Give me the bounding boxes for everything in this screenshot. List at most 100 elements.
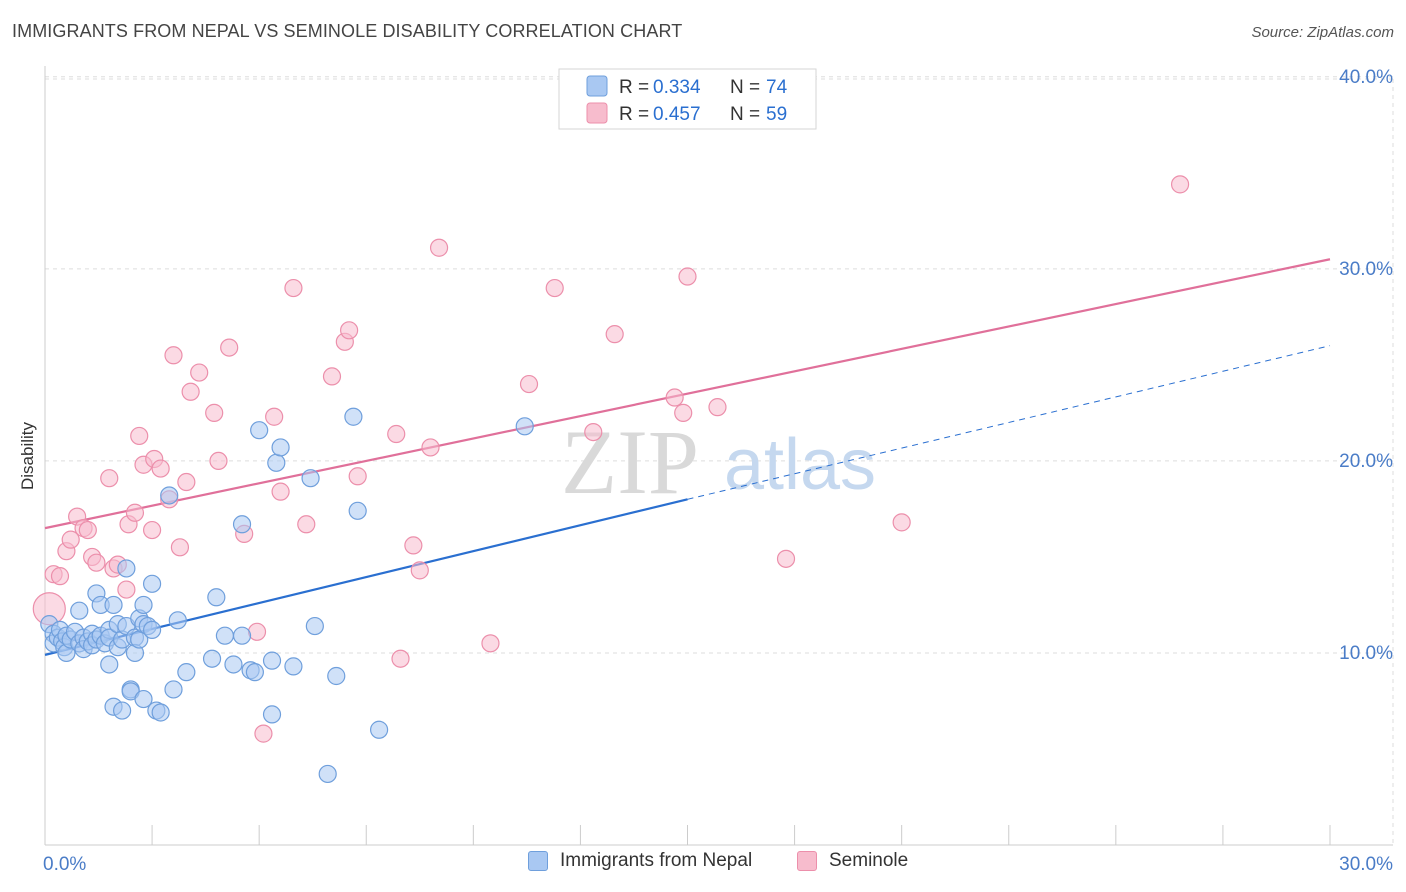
nepal-point [224, 655, 243, 674]
watermark: ZIP atlas [561, 411, 876, 513]
nepal-point [104, 595, 123, 615]
seminole-point [348, 467, 367, 486]
nepal-point [267, 453, 286, 472]
seminole-point [481, 634, 500, 653]
seminole-point [181, 382, 200, 401]
nepal-point [70, 601, 89, 620]
seminole-point [674, 403, 693, 422]
nepal-point [207, 588, 226, 607]
nepal-point [164, 680, 183, 699]
nepal-point [202, 649, 222, 668]
seminole-point [410, 561, 429, 580]
legend-nepal-swatch [586, 75, 608, 97]
seminole-point [776, 549, 796, 568]
nepal-point [515, 417, 534, 436]
nepal-trend-extension [687, 345, 1331, 500]
nepal-point [151, 703, 170, 722]
seminole-point [190, 363, 209, 382]
legend-seminole-r-label: R = [619, 104, 649, 125]
seminole-point [61, 530, 80, 549]
seminole-point [340, 321, 359, 340]
nepal-point [112, 701, 132, 720]
bottom-legend-nepal: Immigrants from Nepal [528, 850, 752, 872]
nepal-point [100, 655, 119, 674]
nepal-point [160, 486, 179, 505]
seminole-point [391, 649, 410, 668]
nepal-point [262, 651, 282, 670]
seminole-point [584, 422, 603, 442]
tick-labels: 10.0% 20.0% 30.0% 40.0% 0.0% 30.0% [43, 67, 1393, 875]
grid-lines [45, 76, 1394, 845]
bottom-legend-nepal-label: Immigrants from Nepal [560, 850, 753, 871]
seminole-point [665, 388, 684, 407]
seminole-point [205, 403, 224, 422]
nepal-swatch [528, 851, 548, 871]
watermark-atlas: atlas [724, 425, 876, 505]
seminole-point [421, 438, 440, 457]
watermark-zip: ZIP [561, 411, 699, 513]
nepal-point [177, 663, 196, 682]
axes [44, 66, 1393, 846]
y-tick-label: 30.0% [1339, 259, 1393, 280]
seminole-point [117, 580, 136, 599]
nepal-point [168, 611, 187, 630]
nepal-point [142, 620, 162, 640]
nepal-points [40, 407, 534, 784]
seminole-point [78, 520, 97, 540]
legend-seminole-n-value: 59 [766, 104, 787, 125]
x-tick-label: 0.0% [43, 854, 86, 875]
y-tick-label: 40.0% [1339, 67, 1393, 88]
seminole-point [247, 622, 267, 641]
seminole-point [151, 459, 170, 478]
nepal-point [250, 421, 269, 440]
nepal-point [327, 666, 346, 686]
seminole-point [284, 278, 303, 298]
nepal-point [318, 764, 337, 784]
seminole-points [32, 175, 1190, 743]
nepal-point [117, 559, 136, 578]
seminole-point [170, 538, 190, 557]
nepal-point [232, 515, 252, 534]
nepal-point [344, 407, 363, 426]
seminole-trend-line [44, 258, 1331, 530]
bottom-legend-seminole: Seminole [797, 850, 908, 872]
y-axis-label: Disability [18, 421, 37, 490]
nepal-point [301, 469, 320, 488]
nepal-point [134, 595, 153, 615]
nepal-point [142, 574, 162, 593]
bottom-legend: Immigrants from Nepal Seminole [0, 850, 1406, 880]
seminole-point [265, 407, 284, 426]
nepal-point [284, 657, 303, 676]
seminole-point [297, 515, 316, 534]
seminole-point [164, 346, 183, 365]
nepal-point [134, 689, 153, 709]
seminole-point [50, 567, 70, 586]
seminole-point [254, 724, 273, 743]
seminole-point [271, 482, 290, 501]
seminole-point [142, 520, 162, 540]
legend-seminole-r-value: 0.457 [653, 104, 701, 125]
nepal-point [271, 438, 290, 457]
seminole-point [678, 267, 697, 286]
seminole-point [429, 238, 449, 257]
nepal-point [232, 626, 252, 645]
legend-nepal-n-value: 74 [766, 77, 788, 98]
seminole-point [177, 472, 196, 492]
bottom-legend-seminole-label: Seminole [829, 850, 909, 871]
nepal-point [262, 705, 282, 724]
seminole-point [87, 553, 106, 572]
seminole-point [130, 426, 149, 446]
nepal-point [245, 663, 264, 682]
seminole-point [322, 367, 342, 386]
nepal-point [348, 501, 367, 520]
y-tick-label: 20.0% [1339, 451, 1393, 472]
y-tick-label: 10.0% [1339, 643, 1393, 664]
seminole-point [220, 338, 239, 357]
x-tick-label: 30.0% [1339, 854, 1393, 875]
legend: R = 0.334 N = 74 R = 0.457 N = 59 [558, 68, 817, 130]
seminole-point [209, 451, 228, 471]
source-credit: Source: ZipAtlas.com [1251, 24, 1394, 41]
legend-seminole-swatch [586, 102, 608, 124]
nepal-point [215, 626, 234, 645]
